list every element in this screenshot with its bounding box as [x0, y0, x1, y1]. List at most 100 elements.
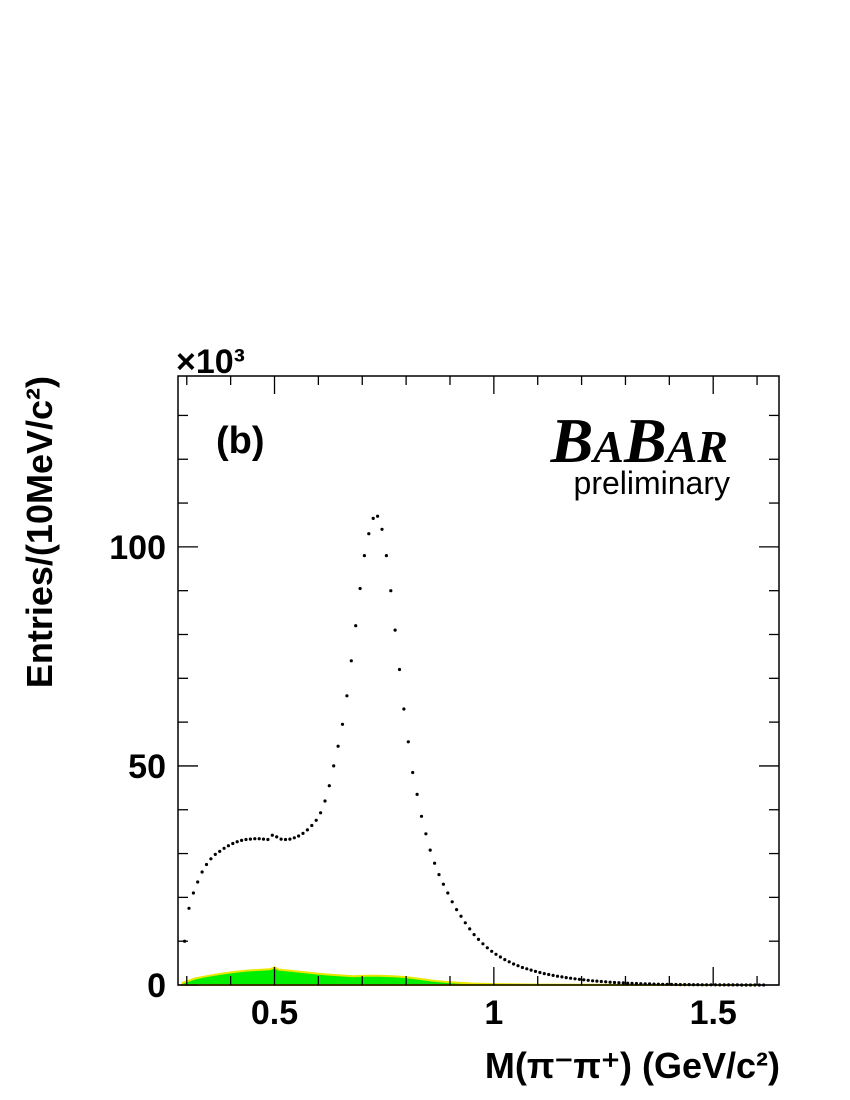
data-point — [332, 764, 336, 768]
data-point — [231, 841, 235, 846]
data-point — [555, 974, 560, 978]
data-point — [257, 837, 261, 841]
data-point — [244, 837, 248, 842]
data-point — [266, 837, 270, 842]
data-point — [494, 952, 498, 956]
data-point — [564, 976, 568, 980]
data-point — [336, 744, 340, 748]
data-point — [275, 835, 279, 839]
data-point — [577, 977, 582, 981]
data-point — [415, 792, 419, 797]
data-point — [503, 958, 507, 962]
data-point — [433, 861, 437, 865]
data-point — [376, 514, 380, 518]
data-point — [626, 981, 630, 985]
data-point — [560, 975, 564, 979]
data-point — [292, 836, 296, 840]
data-point — [455, 908, 459, 912]
data-point — [222, 846, 226, 850]
data-point — [371, 516, 375, 521]
data-point — [209, 857, 213, 861]
data-point — [481, 942, 485, 946]
data-point — [525, 967, 529, 971]
data-point — [516, 964, 520, 968]
data-point — [393, 628, 397, 632]
data-point — [297, 834, 301, 838]
data-point — [428, 848, 432, 852]
y-tick-label: 100 — [109, 529, 166, 567]
data-point — [490, 949, 494, 953]
data-point — [362, 554, 366, 558]
data-point — [204, 862, 209, 867]
data-point — [591, 979, 595, 983]
data-point — [261, 837, 266, 841]
data-point — [305, 828, 309, 832]
data-point — [476, 937, 481, 942]
data-point — [345, 694, 349, 698]
data-point — [367, 532, 371, 536]
axis-ticks-layer — [178, 376, 779, 986]
data-point — [406, 740, 410, 744]
data-point — [547, 972, 551, 977]
x-tick-label: 0.5 — [251, 994, 298, 1032]
data-point — [459, 914, 463, 918]
data-point — [586, 978, 590, 982]
data-point — [520, 965, 525, 970]
y-tick-label: 50 — [128, 748, 166, 786]
data-point — [288, 837, 292, 841]
data-point — [340, 722, 345, 726]
data-point — [468, 927, 472, 931]
data-point — [283, 837, 288, 842]
data-point — [253, 837, 257, 841]
data-point — [218, 849, 222, 854]
data-point — [196, 880, 200, 884]
data-point — [472, 933, 476, 937]
y-axis-multiplier: ×10³ — [176, 343, 245, 381]
panel-label: (b) — [216, 420, 265, 462]
data-point — [248, 837, 252, 841]
y-tick-label: 0 — [147, 967, 166, 1005]
data-point — [463, 921, 467, 925]
data-point — [542, 972, 546, 976]
babar-logo: BABAR — [550, 405, 728, 476]
data-point — [621, 981, 625, 985]
data-point — [402, 707, 406, 711]
data-point — [551, 973, 555, 978]
data-point — [612, 980, 617, 985]
data-point — [323, 799, 327, 803]
x-tick-label: 1 — [484, 994, 503, 1032]
data-point — [604, 980, 608, 984]
data-point — [424, 832, 428, 836]
data-point — [582, 978, 586, 982]
data-point — [437, 873, 441, 877]
data-point — [441, 882, 445, 886]
data-point — [529, 968, 533, 972]
plot-frame — [177, 375, 780, 986]
data-point — [319, 811, 323, 815]
data-point — [279, 837, 283, 841]
data-point — [240, 838, 244, 843]
data-point — [389, 589, 393, 593]
logo-text: BABAR — [550, 405, 728, 476]
data-point — [314, 818, 318, 822]
data-point — [533, 969, 538, 974]
data-point — [599, 979, 603, 984]
data-point — [498, 955, 502, 959]
background-area — [181, 966, 758, 986]
data-point — [450, 900, 454, 904]
data-point — [349, 659, 353, 663]
data-point — [187, 906, 191, 910]
x-tick-label: 1.5 — [690, 994, 737, 1032]
data-point — [411, 770, 415, 775]
data-point — [573, 977, 577, 981]
data-point — [569, 976, 573, 980]
data-point — [310, 823, 314, 828]
data-point — [384, 554, 388, 558]
x-axis-title: M(π⁻π⁺) (GeV/c²) — [485, 1045, 780, 1086]
y-axis-title: Entries/(10MeV/c²) — [19, 376, 60, 688]
data-point — [200, 870, 204, 874]
data-point — [617, 981, 621, 985]
data-point — [226, 844, 230, 848]
data-point — [327, 784, 331, 788]
